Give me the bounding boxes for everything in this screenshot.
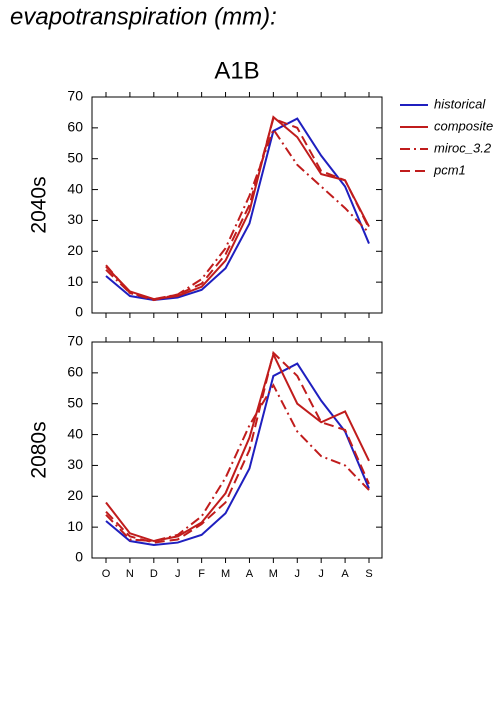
series-line bbox=[105, 117, 370, 302]
legend-label: miroc_3.2 bbox=[434, 140, 492, 155]
plot-frame bbox=[91, 341, 383, 559]
y-axis-label: 2080s bbox=[28, 421, 51, 478]
y-tick-label: 70 bbox=[67, 88, 83, 104]
y-tick-label: 0 bbox=[75, 549, 83, 565]
y-tick-label: 0 bbox=[75, 304, 83, 320]
y-tick-label: 10 bbox=[67, 273, 83, 289]
series-line bbox=[105, 117, 370, 302]
x-tick-label: J bbox=[175, 568, 181, 580]
y-tick-label: 20 bbox=[67, 487, 83, 503]
x-tick-label: D bbox=[150, 568, 158, 580]
scenario-title: A1B bbox=[214, 57, 259, 84]
y-tick-label: 50 bbox=[67, 149, 83, 165]
x-tick-label: J bbox=[318, 568, 324, 580]
y-tick-label: 30 bbox=[67, 456, 83, 472]
legend-label: historical bbox=[434, 96, 486, 111]
y-tick-label: 40 bbox=[67, 180, 83, 196]
x-tick-label: O bbox=[102, 568, 111, 580]
page-title: evapotranspiration (mm): bbox=[10, 3, 277, 30]
y-axis-label: 2040s bbox=[28, 176, 51, 233]
x-tick-label: M bbox=[269, 568, 278, 580]
x-tick-label: S bbox=[365, 568, 372, 580]
y-tick-label: 40 bbox=[67, 425, 83, 441]
x-tick-label: A bbox=[246, 568, 254, 580]
y-tick-label: 60 bbox=[67, 364, 83, 380]
plot-frame bbox=[91, 96, 383, 314]
y-tick-label: 50 bbox=[67, 394, 83, 410]
x-tick-label: J bbox=[295, 568, 301, 580]
y-tick-label: 20 bbox=[67, 242, 83, 258]
x-tick-label: F bbox=[198, 568, 205, 580]
series-line bbox=[105, 351, 370, 543]
x-tick-label: A bbox=[341, 568, 349, 580]
x-tick-label: N bbox=[126, 568, 134, 580]
y-tick-label: 60 bbox=[67, 119, 83, 135]
legend-label: pcm1 bbox=[433, 162, 466, 177]
series-line bbox=[105, 115, 370, 301]
series-line bbox=[105, 127, 370, 301]
legend-label: composite bbox=[434, 118, 493, 133]
series-line bbox=[105, 350, 370, 544]
y-tick-label: 30 bbox=[67, 211, 83, 227]
series-line bbox=[105, 362, 370, 547]
x-tick-label: M bbox=[221, 568, 230, 580]
y-tick-label: 70 bbox=[67, 333, 83, 349]
y-tick-label: 10 bbox=[67, 518, 83, 534]
